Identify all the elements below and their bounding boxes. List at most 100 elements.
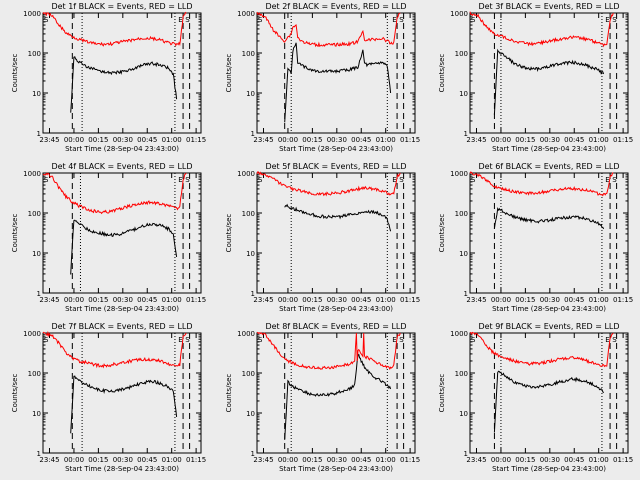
y-tick-label: 1: [37, 290, 41, 298]
x-tick-label: 01:15: [613, 296, 633, 304]
chart-title: Det 5f BLACK = Events, RED = LLD: [265, 162, 406, 171]
start-marker: S: [185, 176, 190, 184]
end-marker: E: [605, 16, 609, 24]
x-tick-label: 23:45: [466, 136, 486, 144]
x-tick-label: 00:30: [540, 296, 560, 304]
events-series-line: [284, 203, 392, 232]
lld-series-line: [469, 331, 614, 368]
x-tick-label: 00:15: [515, 456, 535, 464]
x-tick-label: 23:45: [253, 136, 273, 144]
y-tick-label: 100: [28, 50, 41, 58]
start-marker: S: [44, 336, 49, 344]
x-tick-label: 00:30: [540, 136, 560, 144]
y-axis-label: Counts/sec: [11, 214, 19, 253]
x-tick-label: 23:45: [39, 296, 59, 304]
lld-series-line: [42, 330, 187, 369]
y-tick-label: 100: [242, 50, 255, 58]
y-tick-label: 1000: [23, 170, 41, 178]
x-tick-label: 00:00: [64, 456, 84, 464]
y-tick-label: 1: [37, 130, 41, 138]
x-tick-label: 23:45: [253, 296, 273, 304]
chart-title: Det 2f BLACK = Events, RED = LLD: [265, 2, 406, 11]
y-axis-label: Counts/sec: [438, 374, 446, 413]
x-tick-label: 00:30: [327, 136, 347, 144]
x-tick-label: 00:30: [113, 136, 133, 144]
plot-frame: [469, 12, 629, 134]
x-tick-label: 01:15: [613, 456, 633, 464]
x-tick-label: 23:45: [253, 456, 273, 464]
x-tick-label: 23:45: [39, 456, 59, 464]
y-tick-label: 1000: [237, 330, 255, 338]
y-tick-label: 10: [459, 410, 468, 418]
x-axis-label: Start Time (28-Sep-04 23:43:00): [65, 465, 179, 473]
y-axis-label: Counts/sec: [438, 214, 446, 253]
x-tick-label: 01:15: [400, 296, 420, 304]
x-tick-label: 00:00: [278, 456, 298, 464]
plot-frame: [469, 172, 629, 294]
end-marker: E: [392, 336, 396, 344]
start-marker: S: [399, 176, 404, 184]
x-tick-label: 00:45: [137, 136, 157, 144]
events-series-line: [493, 48, 605, 115]
plot-frame: [256, 172, 416, 294]
x-tick-label: 01:00: [162, 296, 182, 304]
x-tick-label: 23:45: [466, 456, 486, 464]
events-series-line: [493, 206, 605, 230]
start-marker: S: [258, 176, 263, 184]
end-marker: E: [178, 176, 182, 184]
x-tick-label: 00:15: [302, 296, 322, 304]
y-tick-label: 1000: [23, 10, 41, 18]
x-tick-label: 00:45: [564, 296, 584, 304]
end-marker: E: [605, 176, 609, 184]
y-tick-label: 100: [242, 370, 255, 378]
start-marker: S: [258, 336, 263, 344]
y-tick-label: 10: [32, 250, 41, 258]
start-marker: S: [399, 16, 404, 24]
chart-title: Det 3f BLACK = Events, RED = LLD: [478, 2, 619, 11]
x-tick-label: 01:15: [613, 136, 633, 144]
plot-frame: [42, 172, 202, 294]
x-tick-label: 00:45: [564, 456, 584, 464]
y-tick-label: 10: [32, 90, 41, 98]
chart-title: Det 8f BLACK = Events, RED = LLD: [265, 322, 406, 331]
events-series-line: [70, 56, 178, 113]
y-tick-label: 1: [464, 130, 468, 138]
chart-title: Det 4f BLACK = Events, RED = LLD: [51, 162, 192, 171]
start-marker: S: [44, 176, 49, 184]
plot-frame: [42, 12, 202, 134]
chart-title: Det 9f BLACK = Events, RED = LLD: [478, 322, 619, 331]
x-tick-label: 00:15: [515, 136, 535, 144]
chart-title: Det 7f BLACK = Events, RED = LLD: [51, 322, 192, 331]
plot-frame: [469, 332, 629, 454]
plot-frame: [256, 12, 416, 134]
x-tick-label: 00:45: [351, 456, 371, 464]
start-marker: S: [612, 16, 617, 24]
x-tick-label: 00:30: [327, 456, 347, 464]
x-tick-label: 00:30: [540, 456, 560, 464]
y-tick-label: 1000: [23, 330, 41, 338]
x-tick-label: 00:00: [491, 136, 511, 144]
x-tick-label: 00:00: [491, 296, 511, 304]
events-series-line: [70, 375, 178, 434]
x-tick-label: 00:45: [351, 136, 371, 144]
lld-series-line: [42, 11, 187, 47]
start-marker: S: [471, 16, 476, 24]
lld-series-line: [469, 11, 614, 48]
x-tick-label: 01:15: [186, 136, 206, 144]
y-tick-label: 1000: [450, 170, 468, 178]
x-tick-label: 00:15: [302, 456, 322, 464]
start-marker: S: [44, 16, 49, 24]
x-tick-label: 01:00: [376, 136, 396, 144]
end-marker: E: [392, 16, 396, 24]
y-tick-label: 100: [242, 210, 255, 218]
start-marker: S: [612, 336, 617, 344]
lld-series-line: [256, 171, 401, 197]
start-marker: S: [185, 336, 190, 344]
y-tick-label: 10: [246, 410, 255, 418]
start-marker: S: [612, 176, 617, 184]
x-tick-label: 01:00: [376, 296, 396, 304]
x-tick-label: 00:45: [351, 296, 371, 304]
y-tick-label: 1: [37, 450, 41, 458]
x-axis-label: Start Time (28-Sep-04 23:43:00): [279, 465, 393, 473]
x-tick-label: 00:00: [278, 136, 298, 144]
